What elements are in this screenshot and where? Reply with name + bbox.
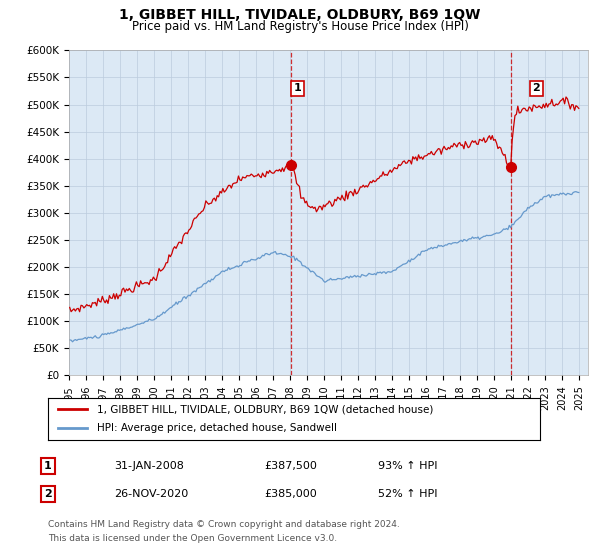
Text: 2: 2 — [44, 489, 52, 499]
Text: 31-JAN-2008: 31-JAN-2008 — [114, 461, 184, 471]
Text: 52% ↑ HPI: 52% ↑ HPI — [378, 489, 437, 499]
Text: This data is licensed under the Open Government Licence v3.0.: This data is licensed under the Open Gov… — [48, 534, 337, 543]
Text: 26-NOV-2020: 26-NOV-2020 — [114, 489, 188, 499]
Text: 93% ↑ HPI: 93% ↑ HPI — [378, 461, 437, 471]
Text: 1: 1 — [44, 461, 52, 471]
Text: 1: 1 — [294, 83, 302, 94]
Text: Price paid vs. HM Land Registry's House Price Index (HPI): Price paid vs. HM Land Registry's House … — [131, 20, 469, 32]
Text: Contains HM Land Registry data © Crown copyright and database right 2024.: Contains HM Land Registry data © Crown c… — [48, 520, 400, 529]
Text: 2: 2 — [532, 83, 540, 94]
Text: £387,500: £387,500 — [264, 461, 317, 471]
Text: 1, GIBBET HILL, TIVIDALE, OLDBURY, B69 1QW (detached house): 1, GIBBET HILL, TIVIDALE, OLDBURY, B69 1… — [97, 404, 434, 414]
Text: £385,000: £385,000 — [264, 489, 317, 499]
Text: 1, GIBBET HILL, TIVIDALE, OLDBURY, B69 1QW: 1, GIBBET HILL, TIVIDALE, OLDBURY, B69 1… — [119, 8, 481, 22]
Text: HPI: Average price, detached house, Sandwell: HPI: Average price, detached house, Sand… — [97, 423, 337, 433]
